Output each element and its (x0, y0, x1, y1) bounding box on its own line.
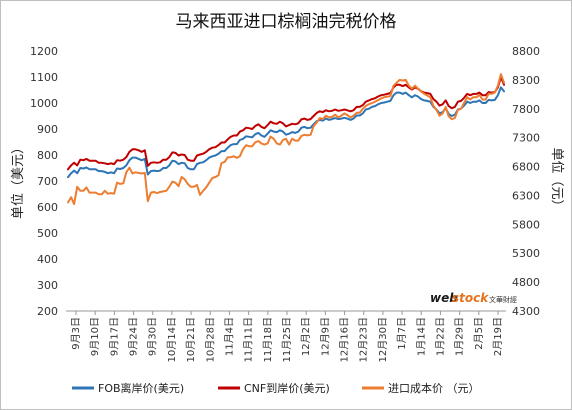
y-right-tick-label: 4300 (512, 305, 540, 318)
x-tick-label: 9月30日 (147, 317, 159, 356)
series-line-3 (67, 73, 505, 206)
x-tick-label: 10月14日 (166, 317, 178, 362)
y-right-tick-label: 8800 (512, 45, 540, 58)
x-tick-label: 12月16日 (339, 317, 351, 362)
y-right-tick-label: 5800 (512, 218, 540, 231)
legend-label: FOB离岸价(美元) (98, 381, 184, 395)
x-tick-label: 12月9日 (319, 317, 331, 356)
y-left-tick-label: 700 (37, 175, 58, 188)
y-right-tick-label: 7300 (512, 132, 540, 145)
y-left-axis-title: 单位（美元） (11, 141, 26, 219)
y-left-tick-label: 300 (37, 279, 58, 292)
y-left-tick-label: 1100 (30, 71, 58, 84)
x-tick-label: 1月29日 (454, 317, 466, 356)
x-tick-label: 1月7日 (396, 317, 408, 350)
x-axis: 9月3日 9月10日 9月17日 9月24日 9月30日 10月14日 10月21日 10月2… (70, 311, 504, 362)
logo-brand-part2: stock (452, 291, 489, 305)
legend-label: 进口成本价 （元） (388, 381, 480, 395)
logo-brand-sub: 文華財經 (489, 295, 517, 304)
x-tick-label: 9月17日 (108, 317, 120, 356)
y-left-tick-label: 800 (37, 149, 58, 162)
x-tick-label: 12月30日 (377, 317, 389, 362)
y-left-tick-label: 500 (37, 227, 58, 240)
webstock-logo: web stock 文華財經 (430, 291, 517, 305)
x-tick-label: 9月24日 (128, 317, 140, 356)
x-tick-label: 1月22日 (434, 317, 446, 356)
y-left-tick-label: 600 (37, 201, 58, 214)
y-left-axis: 200 300 400 500 600 700 800 900 1000 1100 1200 (30, 45, 58, 318)
series-group (67, 73, 505, 206)
legend-label: CNF到岸价(美元) (244, 382, 330, 395)
x-tick-label: 2月19日 (492, 317, 504, 356)
x-tick-label: 11月18日 (262, 317, 274, 362)
x-tick-label: 10月21日 (185, 317, 197, 362)
y-left-tick-label: 900 (37, 123, 58, 136)
series-line-2 (67, 76, 505, 171)
logo-brand-part1: web (430, 291, 458, 305)
y-right-axis: 4300 4800 5300 5800 6300 6800 7300 7800 8300 8800 (512, 45, 540, 318)
y-right-tick-label: 5300 (512, 247, 540, 260)
x-tick-label: 12月2日 (300, 317, 312, 356)
y-right-tick-label: 8300 (512, 74, 540, 87)
x-tick-label: 1月14日 (415, 317, 427, 356)
x-tick-label: 12月23日 (358, 317, 370, 362)
y-right-tick-label: 6800 (512, 161, 540, 174)
y-left-tick-label: 1000 (30, 97, 58, 110)
x-tick-label: 10月28日 (204, 317, 216, 362)
x-tick-label: 11月11日 (243, 317, 255, 362)
y-left-tick-label: 1200 (30, 45, 58, 58)
x-tick-label: 9月10日 (89, 317, 101, 356)
x-tick-label: 11月4日 (223, 317, 235, 356)
chart-title: 马来西亚进口棕榈油完税价格 (176, 12, 397, 32)
series-line-1 (67, 86, 505, 179)
x-tick-label: 9月3日 (70, 317, 82, 350)
y-right-axis-title: 单位（元） (549, 147, 564, 212)
x-tick-label: 11月25日 (281, 317, 293, 362)
x-tick-label: 2月5日 (473, 317, 485, 350)
y-left-tick-label: 200 (37, 305, 58, 318)
y-right-tick-label: 4800 (512, 276, 540, 289)
y-left-tick-label: 400 (37, 253, 58, 266)
y-right-tick-label: 7800 (512, 103, 540, 116)
legend: FOB离岸价(美元) CNF到岸价(美元) 进口成本价 （元） (72, 381, 480, 395)
y-right-tick-label: 6300 (512, 189, 540, 202)
